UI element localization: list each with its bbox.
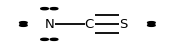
Circle shape — [50, 38, 58, 40]
Text: C: C — [84, 18, 94, 30]
Circle shape — [41, 38, 48, 40]
Circle shape — [20, 24, 27, 26]
Text: S: S — [120, 18, 128, 30]
Circle shape — [148, 24, 155, 26]
Circle shape — [41, 8, 48, 10]
Circle shape — [50, 8, 58, 10]
Circle shape — [148, 22, 155, 24]
Circle shape — [20, 22, 27, 24]
Text: N: N — [44, 18, 54, 30]
